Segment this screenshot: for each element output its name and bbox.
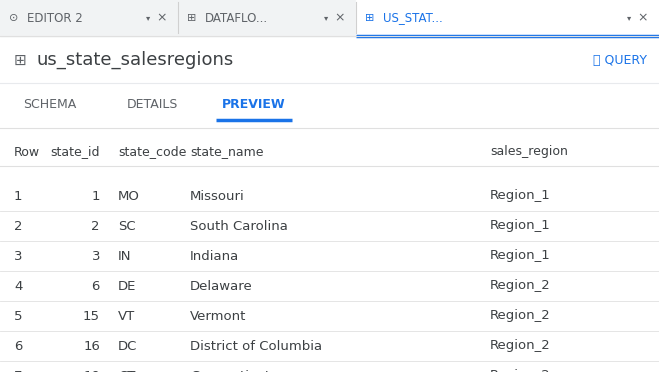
Text: 6: 6 bbox=[92, 279, 100, 292]
Text: IN: IN bbox=[118, 250, 132, 263]
Text: DETAILS: DETAILS bbox=[127, 97, 178, 110]
Text: ▾: ▾ bbox=[627, 13, 631, 22]
Text: 2: 2 bbox=[14, 219, 22, 232]
Bar bbox=[178, 0, 356, 36]
Text: South Carolina: South Carolina bbox=[190, 219, 288, 232]
Text: ×: × bbox=[335, 12, 345, 25]
Bar bbox=[0, 0, 178, 36]
Text: ×: × bbox=[157, 12, 167, 25]
Text: 3: 3 bbox=[92, 250, 100, 263]
Text: 4: 4 bbox=[14, 279, 22, 292]
Bar bbox=[356, 0, 659, 36]
Text: 2: 2 bbox=[92, 219, 100, 232]
Text: Delaware: Delaware bbox=[190, 279, 253, 292]
Text: Region_1: Region_1 bbox=[490, 189, 551, 202]
Text: 6: 6 bbox=[14, 340, 22, 353]
Text: 16: 16 bbox=[83, 340, 100, 353]
Text: Region_2: Region_2 bbox=[490, 340, 551, 353]
Text: Region_2: Region_2 bbox=[490, 369, 551, 372]
Text: Connecticut: Connecticut bbox=[190, 369, 270, 372]
Text: sales_region: sales_region bbox=[490, 145, 568, 158]
Text: US_STAT...: US_STAT... bbox=[383, 12, 443, 25]
Text: 1: 1 bbox=[92, 189, 100, 202]
Text: ▾: ▾ bbox=[324, 13, 328, 22]
Text: ⊞: ⊞ bbox=[14, 52, 27, 67]
Text: District of Columbia: District of Columbia bbox=[190, 340, 322, 353]
Text: ▾: ▾ bbox=[146, 13, 150, 22]
Text: EDITOR 2: EDITOR 2 bbox=[27, 12, 83, 25]
Bar bbox=[0, 0, 659, 36]
Text: 3: 3 bbox=[14, 250, 22, 263]
Text: MO: MO bbox=[118, 189, 140, 202]
Text: VT: VT bbox=[118, 310, 135, 323]
Text: ⊞: ⊞ bbox=[365, 13, 375, 23]
Text: Row: Row bbox=[14, 145, 40, 158]
Text: ⊞: ⊞ bbox=[187, 13, 196, 23]
Text: state_id: state_id bbox=[51, 145, 100, 158]
Text: state_code: state_code bbox=[118, 145, 186, 158]
Text: SCHEMA: SCHEMA bbox=[23, 97, 76, 110]
Text: 🔍 QUERY: 🔍 QUERY bbox=[593, 54, 647, 67]
Text: SC: SC bbox=[118, 219, 136, 232]
Text: DATAFLO...: DATAFLO... bbox=[205, 12, 268, 25]
Text: PREVIEW: PREVIEW bbox=[222, 97, 286, 110]
Text: ⊙: ⊙ bbox=[9, 13, 18, 23]
Text: state_name: state_name bbox=[190, 145, 264, 158]
Text: 5: 5 bbox=[14, 310, 22, 323]
Text: Region_2: Region_2 bbox=[490, 310, 551, 323]
Text: 15: 15 bbox=[83, 310, 100, 323]
Text: DC: DC bbox=[118, 340, 137, 353]
Text: 1: 1 bbox=[14, 189, 22, 202]
Text: CT: CT bbox=[118, 369, 135, 372]
Text: Region_1: Region_1 bbox=[490, 250, 551, 263]
Text: Region_1: Region_1 bbox=[490, 219, 551, 232]
Text: Region_2: Region_2 bbox=[490, 279, 551, 292]
Text: 7: 7 bbox=[14, 369, 22, 372]
Text: Indiana: Indiana bbox=[190, 250, 239, 263]
Text: ×: × bbox=[638, 12, 648, 25]
Text: DE: DE bbox=[118, 279, 136, 292]
Text: 19: 19 bbox=[83, 369, 100, 372]
Text: Vermont: Vermont bbox=[190, 310, 246, 323]
Text: Missouri: Missouri bbox=[190, 189, 244, 202]
Text: us_state_salesregions: us_state_salesregions bbox=[36, 51, 233, 69]
